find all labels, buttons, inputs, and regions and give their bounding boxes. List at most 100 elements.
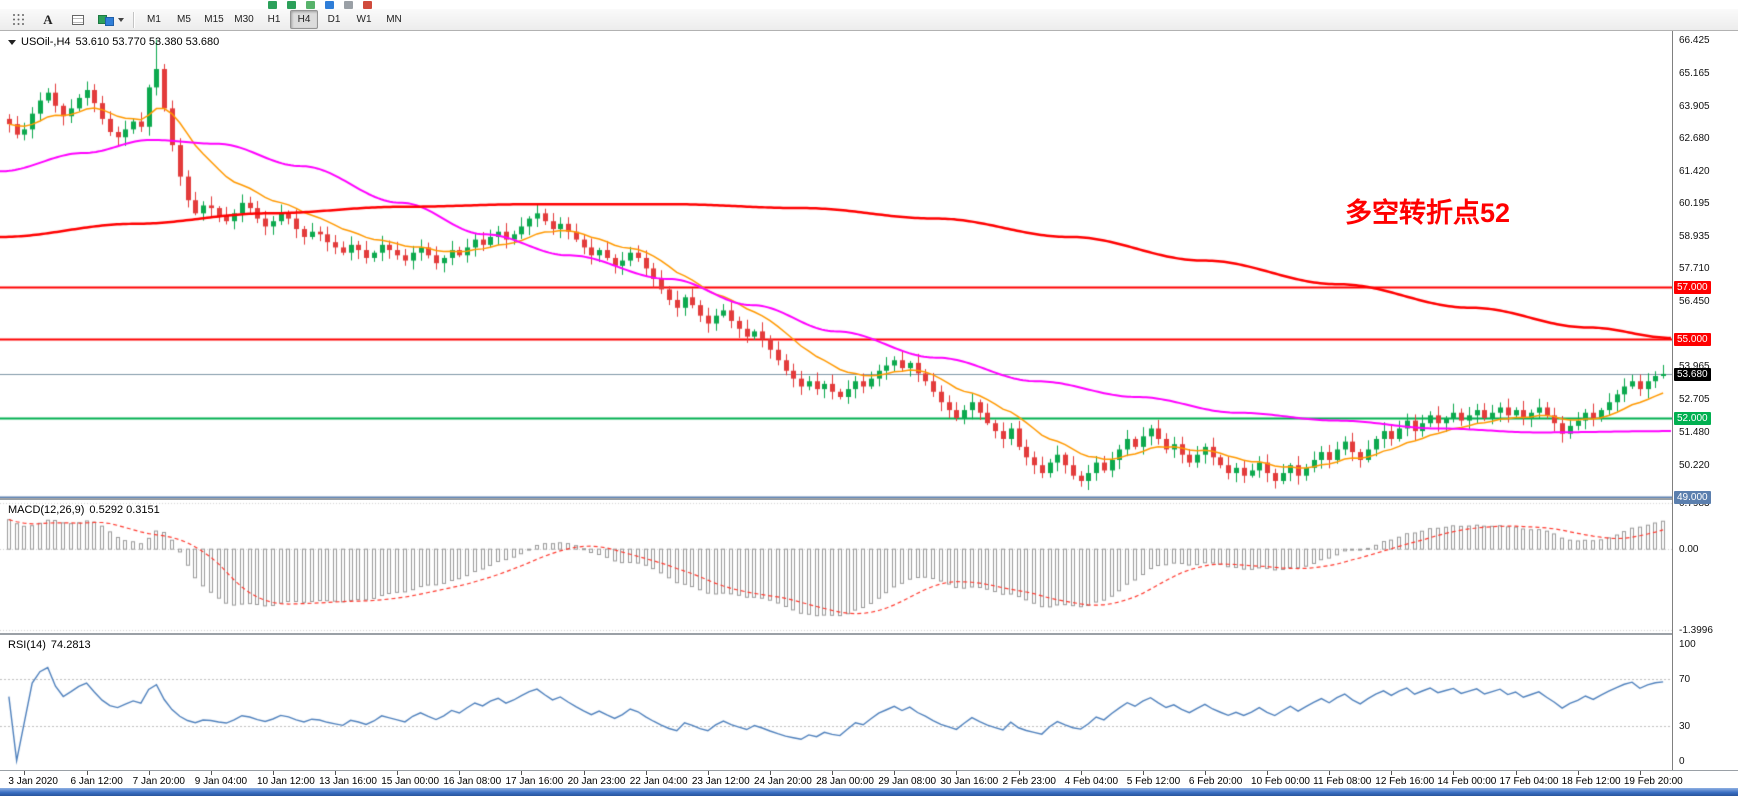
candlestick-chart-icon[interactable] xyxy=(287,1,296,9)
time-tick xyxy=(335,771,336,775)
time-axis-label: 10 Jan 12:00 xyxy=(256,776,315,787)
time-axis-label: 29 Jan 08:00 xyxy=(878,776,937,787)
time-tick xyxy=(521,771,522,775)
time-axis-label: 11 Feb 08:00 xyxy=(1313,776,1372,787)
frame-tool-button[interactable] xyxy=(64,10,92,30)
panel-separator[interactable] xyxy=(0,633,1738,635)
rsi-indicator-value: 74.2813 xyxy=(50,639,91,651)
time-axis-label: 12 Feb 16:00 xyxy=(1375,776,1435,787)
time-tick xyxy=(1578,771,1579,775)
axis-label: 30 xyxy=(1679,720,1691,732)
time-tick xyxy=(770,771,771,775)
chart-annotation-text: 多空转折点52 xyxy=(1345,198,1511,228)
time-tick xyxy=(894,771,895,775)
time-tick xyxy=(149,771,150,775)
time-axis-label: 23 Jan 12:00 xyxy=(691,776,750,787)
main-toolbar-strip xyxy=(0,0,1738,9)
ohlc-values: 53.610 53.770 53.380 53.680 xyxy=(75,36,220,48)
time-axis-label: 3 Jan 2020 xyxy=(8,776,58,787)
time-tick xyxy=(397,771,398,775)
window-bottom-bar xyxy=(0,788,1738,796)
time-axis-label: 22 Jan 04:00 xyxy=(629,776,688,787)
axis-label: 53.965 xyxy=(1679,361,1710,373)
symbol-dropdown-icon[interactable] xyxy=(8,39,16,45)
rsi-panel-title: RSI(14) 74.2813 xyxy=(8,639,91,651)
axis-label: 100 xyxy=(1679,639,1696,651)
axis-label: 60.195 xyxy=(1679,197,1710,209)
time-tick xyxy=(273,771,274,775)
time-axis-label: 10 Feb 00:00 xyxy=(1251,776,1310,787)
time-tick xyxy=(584,771,585,775)
timeframe-button-W1[interactable]: W1 xyxy=(356,14,372,25)
shapes-dropdown-button[interactable] xyxy=(94,10,128,30)
chevron-down-icon xyxy=(118,17,124,22)
toolbar-separator xyxy=(133,11,135,28)
time-axis-label: 4 Feb 04:00 xyxy=(1064,776,1118,787)
time-tick xyxy=(708,771,709,775)
time-tick xyxy=(832,771,833,775)
panel-separator[interactable] xyxy=(0,498,1738,500)
axis-label: 57.710 xyxy=(1679,263,1710,275)
timeframe-button-MN[interactable]: MN xyxy=(386,14,402,25)
axis-label: 65.165 xyxy=(1679,67,1710,79)
bar-chart-icon[interactable] xyxy=(268,1,277,9)
timeframe-button-D1[interactable]: D1 xyxy=(327,14,341,25)
time-axis-label: 17 Feb 04:00 xyxy=(1499,776,1559,787)
main-panel-title: USOil-,H4 53.610 53.770 53.380 53.680 xyxy=(8,36,219,48)
time-tick xyxy=(1516,771,1517,775)
axis-label: -1.3996 xyxy=(1679,625,1713,637)
axis-label: 52.705 xyxy=(1679,394,1710,406)
chart-area: USOil-,H4 53.610 53.770 53.380 53.680 MA… xyxy=(0,31,1738,796)
macd-panel-title: MACD(12,26,9) 0.5292 0.3151 xyxy=(8,504,160,516)
axis-label: 51.480 xyxy=(1679,426,1710,438)
tile-windows-icon[interactable] xyxy=(363,1,372,9)
price-level-badge: 57.000 xyxy=(1674,280,1711,294)
macd-indicator-label: MACD(12,26,9) xyxy=(8,504,85,516)
time-axis-label: 6 Feb 20:00 xyxy=(1188,776,1243,787)
line-chart-icon[interactable] xyxy=(306,1,315,9)
time-tick xyxy=(1267,771,1268,775)
time-tick xyxy=(1391,771,1392,775)
time-axis-label: 28 Jan 00:00 xyxy=(816,776,874,787)
axis-label: 61.420 xyxy=(1679,165,1710,177)
time-tick xyxy=(956,771,957,775)
time-tick xyxy=(1205,771,1206,775)
price-level-badge: 55.000 xyxy=(1674,333,1711,347)
chart-toolbar: A M1 M5 M15 M30 H1 H4 D1 W1 MN xyxy=(0,9,1738,31)
time-axis-label: 7 Jan 20:00 xyxy=(132,776,185,787)
time-tick xyxy=(211,771,212,775)
time-axis-label: 6 Jan 12:00 xyxy=(70,776,123,787)
text-tool-button[interactable]: A xyxy=(34,10,62,30)
timeframe-button-H4[interactable]: H4 xyxy=(290,10,318,29)
axis-label: 0 xyxy=(1679,755,1685,767)
time-tick xyxy=(87,771,88,775)
time-tick xyxy=(1329,771,1330,775)
price-level-badge: 52.000 xyxy=(1674,411,1711,425)
rsi-indicator-label: RSI(14) xyxy=(8,639,46,651)
shape-square-blue-icon xyxy=(105,17,114,26)
grid-tool-button[interactable] xyxy=(4,10,32,30)
axis-label: 70 xyxy=(1679,674,1691,686)
macd-indicator-values: 0.5292 0.3151 xyxy=(89,504,160,516)
timeframe-button-M30[interactable]: M30 xyxy=(234,14,254,25)
time-axis-label: 15 Jan 00:00 xyxy=(381,776,440,787)
time-axis-label: 16 Jan 08:00 xyxy=(443,776,502,787)
axis-label: 56.450 xyxy=(1679,296,1710,308)
time-tick xyxy=(1640,771,1641,775)
text-tool-icon: A xyxy=(43,12,53,27)
time-tick xyxy=(459,771,460,775)
time-axis-label: 18 Feb 12:00 xyxy=(1561,776,1621,787)
price-chart-canvas[interactable] xyxy=(0,31,1672,770)
zoom-out-icon[interactable] xyxy=(344,1,353,9)
time-axis-label: 5 Feb 12:00 xyxy=(1126,776,1181,787)
time-axis-label: 19 Feb 20:00 xyxy=(1623,776,1683,787)
grid-icon xyxy=(12,14,24,25)
zoom-in-icon[interactable] xyxy=(325,1,334,9)
time-axis-label: 17 Jan 16:00 xyxy=(505,776,564,787)
timeframe-button-H1[interactable]: H1 xyxy=(267,14,281,25)
symbol-timeframe-label: USOil-,H4 xyxy=(21,36,71,48)
timeframe-button-M5[interactable]: M5 xyxy=(177,14,191,25)
timeframe-button-M1[interactable]: M1 xyxy=(147,14,161,25)
axis-label: 66.425 xyxy=(1679,34,1710,46)
timeframe-button-M15[interactable]: M15 xyxy=(204,14,224,25)
